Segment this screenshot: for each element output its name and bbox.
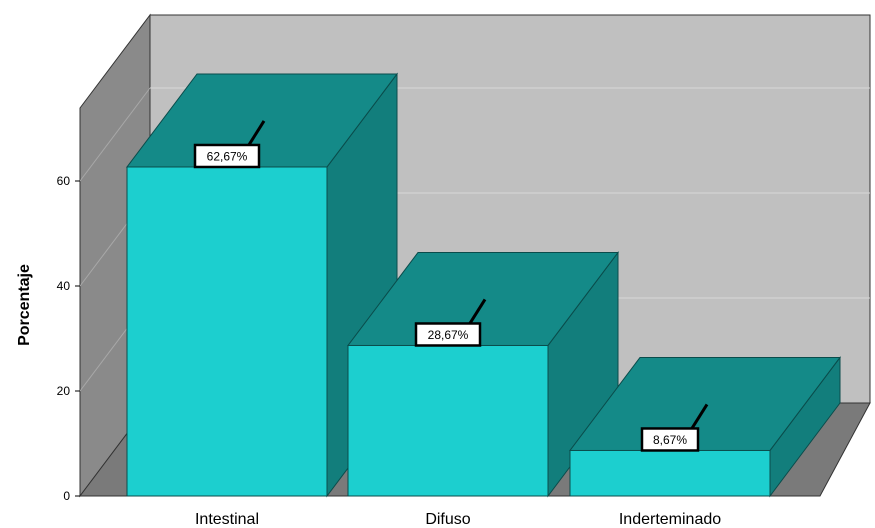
y-axis: 0 20 40 60 — [57, 174, 80, 503]
data-label-box — [193, 143, 261, 169]
data-label: 28,67% — [428, 328, 469, 342]
data-label-box — [414, 322, 482, 347]
bar-front — [126, 166, 328, 497]
y-tick-label: 60 — [57, 174, 71, 188]
gridline-side — [79, 87, 151, 182]
data-label-leader — [245, 120, 266, 149]
y-tick-label: 0 — [63, 489, 70, 503]
bar-front — [347, 344, 549, 497]
data-label-box — [640, 427, 700, 452]
data-label-leader — [688, 403, 709, 433]
x-tick-label: Intestinal — [195, 511, 259, 528]
y-axis-label: Porcentaje — [16, 264, 33, 346]
data-label: 62,67% — [207, 149, 248, 163]
data-label-leader — [466, 298, 487, 328]
y-tick-label: 20 — [57, 384, 71, 398]
bar: 28,67% — [346, 250, 620, 498]
bar: 8,67% — [568, 355, 842, 498]
y-tick-label: 40 — [57, 279, 71, 293]
data-label: 8,67% — [653, 433, 687, 447]
x-tick-label: Inderteminado — [619, 511, 721, 528]
bars: 62,67% 28,67% 8,67% — [125, 72, 842, 498]
bar-front — [569, 449, 771, 497]
x-axis: Intestinal Difuso Inderteminado — [195, 511, 721, 528]
x-tick-label: Difuso — [425, 511, 470, 528]
